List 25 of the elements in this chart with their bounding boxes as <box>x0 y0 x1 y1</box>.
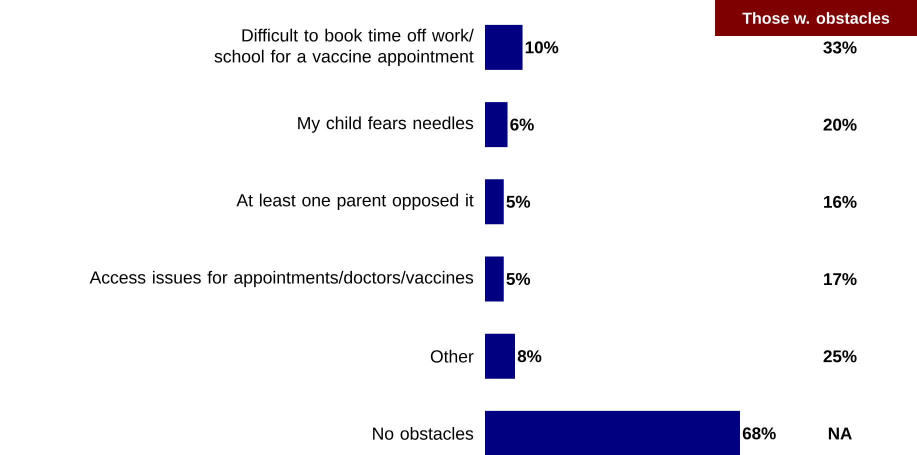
y-tick-label: At least one parent opposed it <box>236 194 474 210</box>
bar <box>485 102 508 148</box>
data-label: 6% <box>510 118 534 131</box>
bar <box>485 179 504 224</box>
text: 33% <box>823 41 857 54</box>
y-tick-label: No obstacles <box>373 426 474 440</box>
text: 17% <box>824 273 857 286</box>
text: NA <box>828 428 852 440</box>
bar <box>485 410 740 455</box>
y-tick-label: Difficult to book time off work/ school for a vaccine appointment <box>214 28 474 66</box>
text: 16% <box>824 196 857 208</box>
y-tick-label: My child fears needles <box>298 116 474 133</box>
data-label: 10% <box>526 41 558 54</box>
bar <box>485 24 522 70</box>
data-label: 68% <box>742 427 776 440</box>
bar <box>485 334 516 379</box>
text: Those w. obstacles <box>742 12 890 24</box>
bar <box>485 256 504 302</box>
text: 20% <box>824 118 857 131</box>
text: 25% <box>824 350 857 362</box>
y-tick-label: Other <box>430 350 474 363</box>
y-tick-label: Access issues for appointments/doctors/vaccines <box>90 270 474 288</box>
data-label: 5% <box>506 272 530 285</box>
data-label: 5% <box>506 196 530 208</box>
data-label: 8% <box>518 350 542 362</box>
